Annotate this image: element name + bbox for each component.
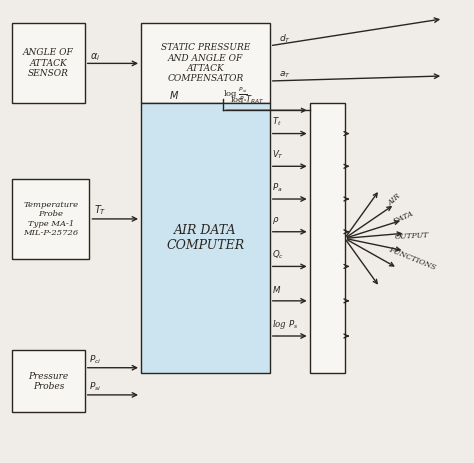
Text: $T_T$: $T_T$ xyxy=(94,203,107,217)
Text: $P_{si}$: $P_{si}$ xyxy=(90,381,102,393)
Bar xyxy=(12,350,85,412)
Bar xyxy=(141,103,270,373)
Text: ANGLE OF
ATTACK
SENSOR: ANGLE OF ATTACK SENSOR xyxy=(23,49,74,78)
Text: $P_a$: $P_a$ xyxy=(272,181,283,194)
Text: log $T_{RAT}$: log $T_{RAT}$ xyxy=(230,93,265,106)
Text: $T_t$: $T_t$ xyxy=(272,116,282,128)
Text: $M$: $M$ xyxy=(169,89,179,101)
Text: STATIC PRESSURE
AND ANGLE OF
ATTACK
COMPENSATOR: STATIC PRESSURE AND ANGLE OF ATTACK COMP… xyxy=(161,43,250,83)
Text: Temperature
Probe
Type MA-1
MIL-P-25726: Temperature Probe Type MA-1 MIL-P-25726 xyxy=(23,201,78,237)
Text: OUTPUT: OUTPUT xyxy=(394,231,428,241)
Bar xyxy=(12,23,85,103)
Text: $M$: $M$ xyxy=(272,284,282,295)
Text: $\rho$: $\rho$ xyxy=(272,215,280,226)
Text: $V_T$: $V_T$ xyxy=(272,148,284,161)
Text: AIR: AIR xyxy=(387,192,403,207)
Bar xyxy=(12,179,90,259)
Text: $\alpha_i$: $\alpha_i$ xyxy=(91,51,100,63)
Bar xyxy=(141,23,270,103)
Text: $P_{ci}$: $P_{ci}$ xyxy=(90,353,102,366)
Text: log $P_s$: log $P_s$ xyxy=(272,318,299,331)
Text: Pressure
Probes: Pressure Probes xyxy=(28,372,69,391)
Text: $Q_c$: $Q_c$ xyxy=(272,249,284,261)
Text: log $\frac{P_{si}}{P_s}$: log $\frac{P_{si}}{P_s}$ xyxy=(223,85,248,104)
Bar xyxy=(310,103,345,373)
Text: DATA: DATA xyxy=(392,210,414,226)
Text: $a_T$: $a_T$ xyxy=(279,69,291,80)
Text: AIR DATA
COMPUTER: AIR DATA COMPUTER xyxy=(166,225,245,252)
Text: FUNCTIONS: FUNCTIONS xyxy=(387,246,437,272)
Text: $d_T$: $d_T$ xyxy=(279,32,291,45)
